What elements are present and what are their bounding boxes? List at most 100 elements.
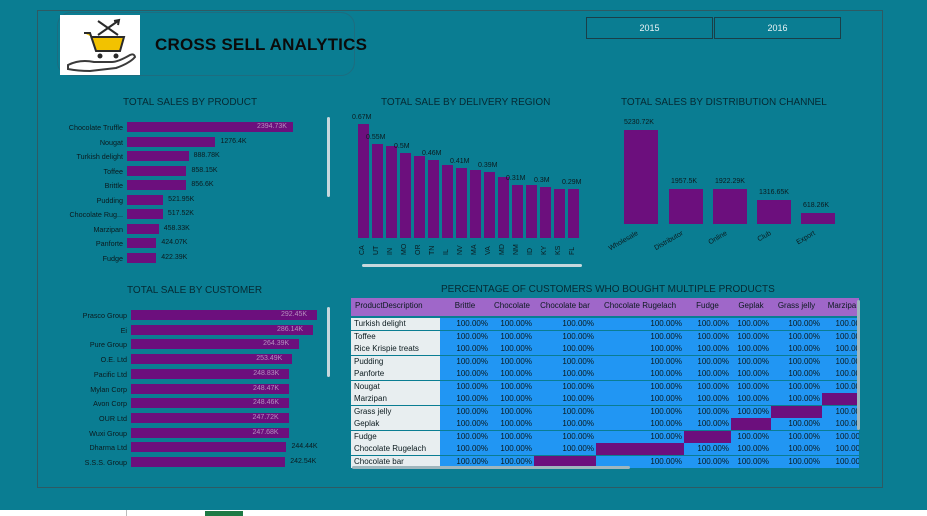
bar xyxy=(400,152,411,238)
bar-value-label: 521.95K xyxy=(168,195,195,203)
table-cell: 100.00% xyxy=(684,455,731,468)
bar-value-label: 248.83K xyxy=(253,369,280,377)
bar-label: Marzipan xyxy=(93,224,123,234)
axis-tick-label: KY xyxy=(541,245,548,255)
table-cell: 100.00 xyxy=(822,318,859,331)
axis-tick-label: MD xyxy=(499,244,506,255)
year-button-2015[interactable]: 2015 xyxy=(586,17,713,39)
table-cell: 100.00% xyxy=(771,443,822,456)
table-cell: 100.00% xyxy=(596,368,684,381)
table-cell: 100.00% xyxy=(440,318,490,331)
bar-value-label: 253.49K xyxy=(256,355,283,363)
table-cell: 100.00% xyxy=(731,380,771,393)
table-cell: 100.00% xyxy=(684,405,731,418)
year-button-2016[interactable]: 2016 xyxy=(714,17,841,39)
highlight-cell xyxy=(731,418,771,431)
bar-value-label: 0.3M xyxy=(534,176,550,184)
table-cell: 100.00 xyxy=(822,380,859,393)
bar xyxy=(127,165,187,176)
table-row: Marzipan 100.00% 100.00% 100.00% 100.00% 100.… xyxy=(351,393,859,406)
table-cell: 100.00% xyxy=(771,343,822,356)
bar-value-label: 2394.73K xyxy=(257,123,287,130)
bar-label: O.E. Ltd xyxy=(100,355,127,365)
bar-value-label: 0.31M xyxy=(506,175,526,183)
axis-tick-label: FL xyxy=(569,246,576,255)
bar xyxy=(131,398,290,409)
table-cell: 100.00% xyxy=(534,380,596,393)
bar-label: Avon Corp xyxy=(93,399,127,409)
row-header: Toffee xyxy=(351,330,443,343)
page-tab-strip xyxy=(0,510,927,516)
table-cell: 100.00% xyxy=(534,430,596,443)
table-cell: 100.00% xyxy=(684,355,731,368)
table-cell: 100.00% xyxy=(490,393,534,406)
table-cell: 100.00% xyxy=(596,455,684,468)
table-cell: 100.00% xyxy=(684,443,731,456)
table-cell: 100.00% xyxy=(490,418,534,431)
row-header: Grass jelly xyxy=(351,405,443,418)
table-cell: 100.00% xyxy=(490,368,534,381)
table-cell: 100.00% xyxy=(596,430,684,443)
bar-label: Dharma Ltd xyxy=(89,443,127,453)
bar-value-label: 618.26K xyxy=(803,201,830,209)
bar xyxy=(127,252,157,263)
bar-label: OUR Ltd xyxy=(99,413,127,423)
bar-label: Toffee xyxy=(103,166,123,176)
column-header: Chocolate bar xyxy=(540,301,590,310)
axis-tick-label: IL xyxy=(443,249,450,255)
bar xyxy=(669,188,703,224)
bar-value-label: 424.07K xyxy=(161,239,188,246)
region-chart-scrollbar[interactable] xyxy=(362,264,582,267)
table-cell: 100.00% xyxy=(731,393,771,406)
table-cell: 100.00 xyxy=(822,330,859,343)
table-cell: 100.00% xyxy=(596,355,684,368)
table-cell: 100.00% xyxy=(534,368,596,381)
matrix-horizontal-scrollbar[interactable] xyxy=(352,466,630,469)
table-cell: 100.00 xyxy=(822,443,859,456)
bar-value-label: 244.44K xyxy=(291,443,318,451)
table-cell: 100.00% xyxy=(534,443,596,456)
bar-label: Fudge xyxy=(102,253,123,263)
table-row: Chocolate bar 100.00% 100.00% 100.00% 100.00… xyxy=(351,455,859,468)
matrix-vertical-scrollbar[interactable] xyxy=(857,300,860,430)
table-cell: 100.00% xyxy=(596,343,684,356)
bar-value-label: 1922.29K xyxy=(715,178,745,186)
bar-value-label: 248.47K xyxy=(253,384,280,392)
customer-chart-scrollbar[interactable] xyxy=(327,307,330,377)
table-cell: 100.00% xyxy=(684,368,731,381)
sales-by-region-title: TOTAL SALE BY DELIVERY REGION xyxy=(381,97,551,108)
bar xyxy=(127,238,157,248)
table-cell: 100.00% xyxy=(596,318,684,331)
table-cell: 100.00% xyxy=(731,318,771,331)
table-row: Pudding 100.00% 100.00% 100.00% 100.00% 100.0… xyxy=(351,355,859,368)
bar-value-label: 422.39K xyxy=(161,253,188,261)
bar xyxy=(131,354,293,365)
bar-value-label: 247.72K xyxy=(252,413,279,421)
active-page-tab[interactable] xyxy=(205,511,243,516)
column-header: Chocolate xyxy=(493,301,531,310)
table-cell: 100.00 xyxy=(822,368,859,381)
row-header: Turkish delight xyxy=(351,318,443,331)
bar-label: Turkish delight xyxy=(76,152,123,161)
bar xyxy=(456,168,467,238)
table-cell: 100.00% xyxy=(731,368,771,381)
table-cell: 100.00 xyxy=(822,355,859,368)
bar xyxy=(127,209,163,219)
table-cell: 100.00% xyxy=(440,393,490,406)
column-header: Brittle xyxy=(454,301,476,310)
product-chart-scrollbar[interactable] xyxy=(327,117,330,197)
table-cell: 100.00% xyxy=(684,393,731,406)
bar-label: Chocolate Truffle xyxy=(68,123,123,132)
table-cell: 100.00% xyxy=(534,393,596,406)
table-cell: 100.00% xyxy=(490,330,534,343)
table-row: Rice Krispie treats 100.00% 100.00% 100.00%… xyxy=(351,343,859,356)
table-cell: 100.00% xyxy=(731,443,771,456)
axis-tick-label: MO xyxy=(401,243,408,255)
table-cell: 100.00% xyxy=(771,455,822,468)
bar xyxy=(470,169,481,238)
row-header: Chocolate bar xyxy=(351,455,443,468)
bar-value-label: 0.46M xyxy=(422,149,442,157)
page-title: CROSS SELL ANALYTICS xyxy=(155,35,368,54)
shopping-cart-hand-icon xyxy=(60,15,140,75)
